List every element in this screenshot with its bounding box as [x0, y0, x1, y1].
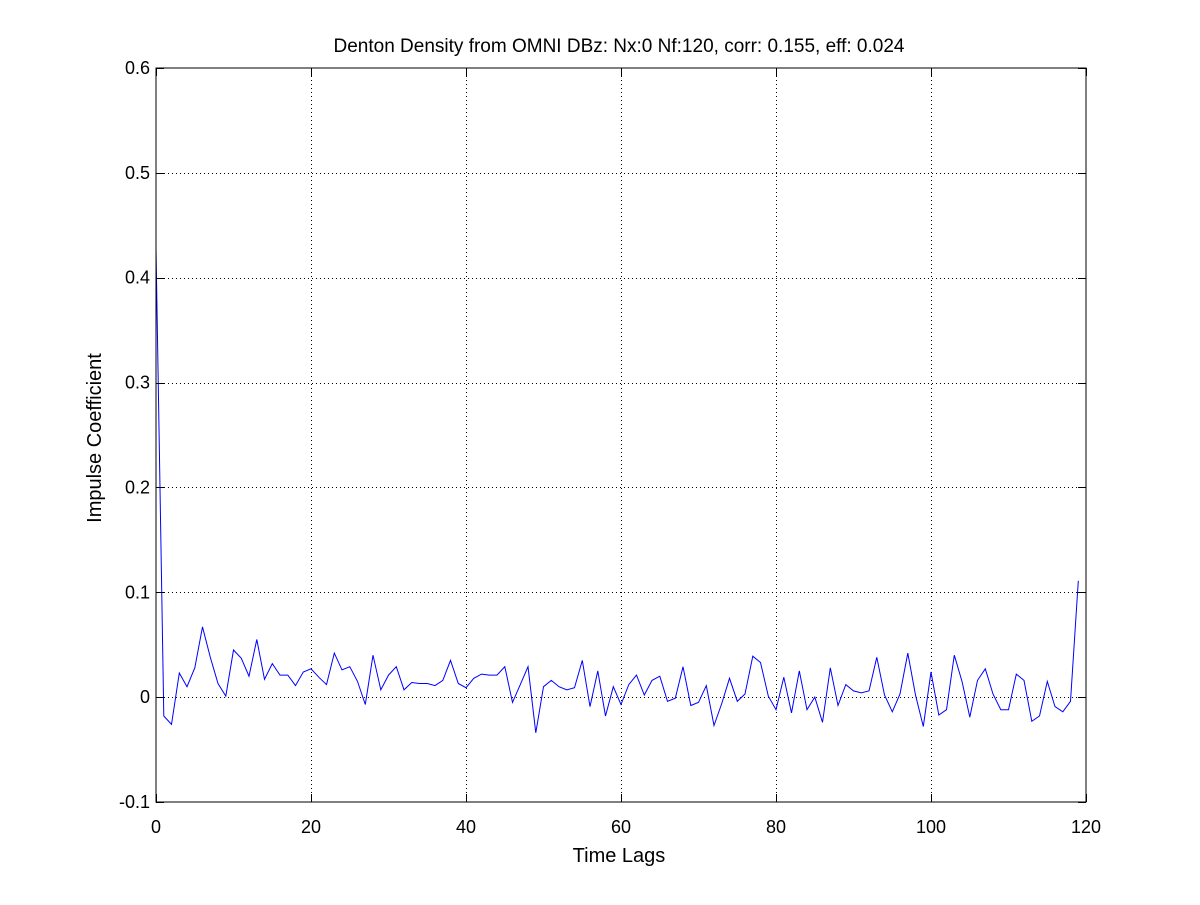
y-tick-label: 0.1 [125, 582, 150, 602]
y-tick-label: -0.1 [119, 792, 150, 812]
y-tick-label: 0.5 [125, 163, 150, 183]
x-tick-label: 0 [151, 817, 161, 837]
grid-lines [156, 68, 1086, 802]
x-axis-label: Time Lags [573, 845, 666, 867]
x-tick-label: 60 [611, 817, 631, 837]
series-line [155, 248, 1079, 733]
x-tick-label: 120 [1071, 817, 1101, 837]
x-tick-label: 80 [766, 817, 786, 837]
x-tick-label: 40 [456, 817, 476, 837]
y-axis-label: Impulse Coefficient [84, 353, 106, 523]
y-tick-label: 0.6 [125, 58, 150, 78]
y-tick-label: 0.4 [125, 268, 150, 288]
x-tick-label: 20 [301, 817, 321, 837]
axis-ticks [156, 68, 1087, 803]
y-tick-label: 0.2 [125, 477, 150, 497]
chart-title: Denton Density from OMNI DBz: Nx:0 Nf:12… [334, 36, 905, 57]
y-tick-label: 0 [140, 687, 150, 707]
x-tick-label: 100 [916, 817, 946, 837]
y-tick-label: 0.3 [125, 373, 150, 393]
tick-labels: 0 20 40 60 80 100 120-0.100.10.20.30.40.50.6 [119, 58, 1101, 837]
